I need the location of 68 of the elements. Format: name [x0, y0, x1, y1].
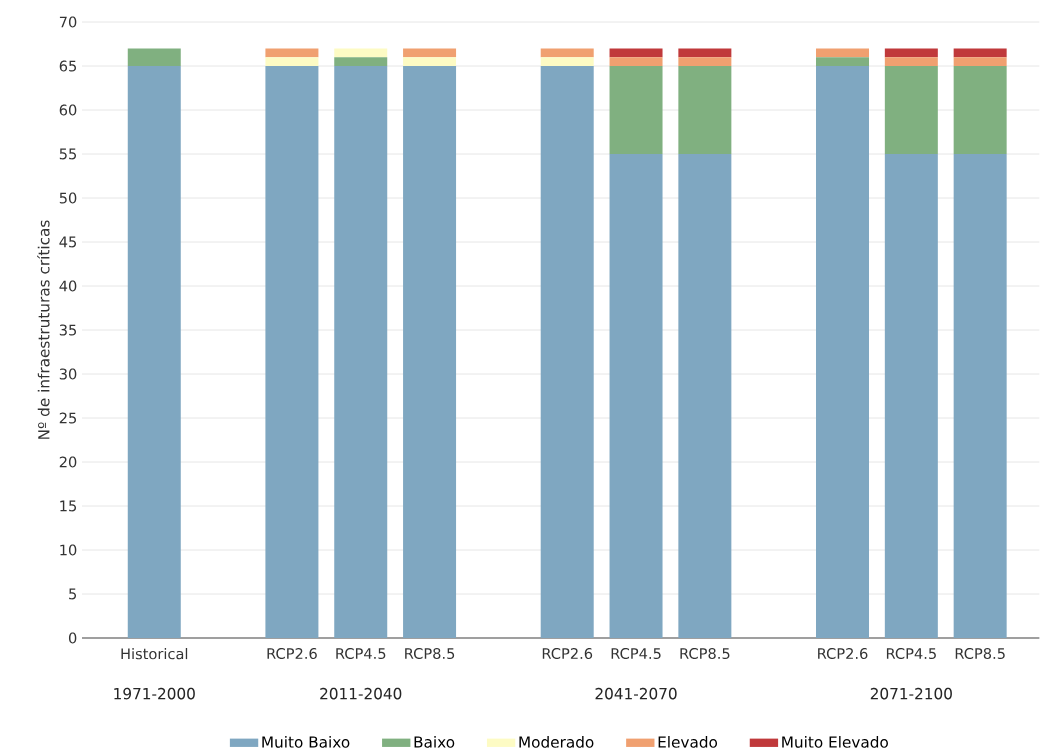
y-tick-label: 30: [59, 368, 77, 380]
y-tick-label: 10: [60, 544, 77, 556]
bar: [816, 66, 870, 638]
bar: [953, 66, 1007, 155]
bar: [609, 57, 663, 67]
x-tick-label: RCP4.5: [886, 648, 936, 660]
legend-label: Elevado: [658, 735, 718, 748]
bar: [953, 154, 1007, 638]
legend-label: Moderado: [519, 735, 594, 748]
bar: [265, 66, 319, 638]
y-tick-label: 50: [59, 192, 77, 204]
y-tick-label: 40: [59, 280, 77, 292]
x-tick-label: Historical: [121, 648, 188, 660]
bar: [816, 57, 870, 67]
bar: [334, 66, 388, 638]
bar: [609, 154, 663, 638]
bar: [127, 48, 181, 67]
bar: [403, 48, 457, 58]
bar: [403, 66, 457, 638]
y-axis-title: Nº de infraestruturas críticas: [37, 220, 50, 439]
bar: [884, 66, 938, 155]
y-tick-label: 70: [59, 16, 77, 28]
bar: [540, 66, 594, 638]
x-tick-label: RCP8.5: [405, 648, 455, 660]
y-tick-label: 5: [69, 588, 77, 600]
y-tick-label: 20: [59, 456, 77, 468]
bar: [816, 48, 870, 58]
y-tick-label: 65: [59, 60, 77, 72]
bar: [884, 57, 938, 67]
x-tick-label: RCP4.5: [611, 648, 661, 660]
bar: [609, 66, 663, 155]
x-tick-label: RCP2.6: [542, 648, 593, 660]
y-tick-label: 35: [59, 324, 77, 336]
bar: [678, 48, 732, 58]
y-tick-label: 25: [59, 412, 77, 424]
bar: [127, 66, 181, 638]
text: 2011-2040: [320, 687, 402, 700]
y-tick-label: 15: [60, 500, 77, 512]
x-tick-label: RCP4.5: [336, 648, 386, 660]
bar: [540, 48, 594, 58]
y-tick-label: 60: [59, 104, 77, 116]
y-tick-label: 55: [59, 148, 77, 160]
bar: [540, 57, 594, 67]
text: 1971-2000: [114, 687, 195, 700]
bar: [884, 48, 938, 58]
bar: [678, 154, 732, 638]
x-tick-label: RCP2.6: [818, 648, 868, 660]
y-tick-label: 0: [68, 632, 77, 644]
x-tick-label: RCP8.5: [680, 648, 730, 660]
text: 2071-2100: [870, 687, 952, 700]
bar: [265, 48, 319, 58]
legend-label: Baixo: [414, 735, 455, 748]
bar: [265, 57, 319, 67]
x-tick-label: RCP2.6: [267, 648, 317, 660]
bar: [609, 48, 663, 58]
bar: [678, 66, 732, 155]
legend-label: Muito Elevado: [782, 735, 888, 748]
bar: [334, 57, 388, 67]
bar: [953, 57, 1007, 67]
x-tick-label: RCP8.5: [955, 648, 1005, 660]
bar: [403, 57, 457, 67]
bar: [678, 57, 732, 67]
legend-label: Muito Baixo: [262, 735, 350, 748]
y-tick-label: 45: [59, 236, 77, 248]
bar: [884, 154, 938, 638]
text: 2041-2070: [595, 687, 677, 700]
bar: [334, 48, 388, 58]
bar: [953, 48, 1007, 58]
